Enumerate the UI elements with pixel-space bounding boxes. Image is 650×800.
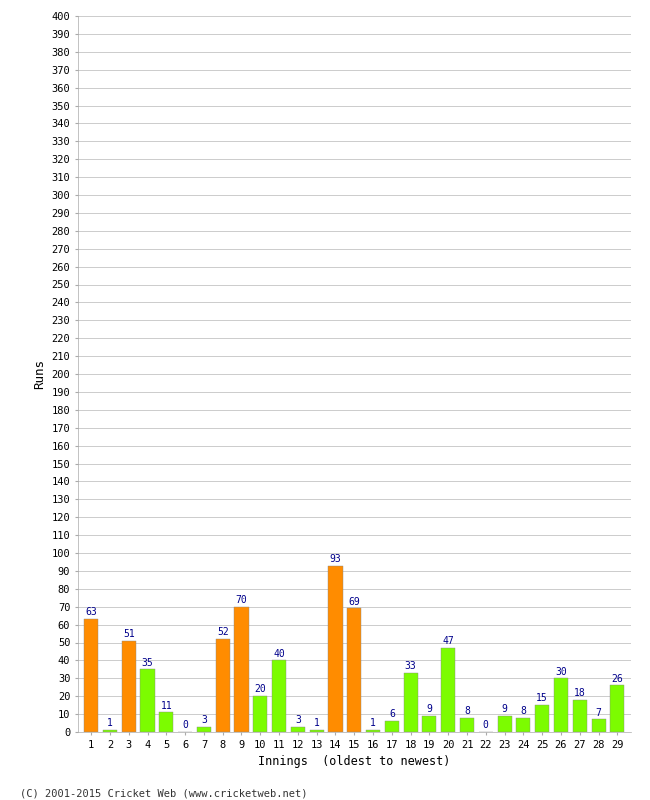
Text: 8: 8 bbox=[521, 706, 526, 716]
Text: 3: 3 bbox=[295, 715, 301, 725]
Y-axis label: Runs: Runs bbox=[33, 359, 46, 389]
Text: 8: 8 bbox=[464, 706, 470, 716]
Text: 0: 0 bbox=[182, 720, 188, 730]
Text: 26: 26 bbox=[612, 674, 623, 684]
Text: 3: 3 bbox=[201, 715, 207, 725]
Text: 93: 93 bbox=[330, 554, 341, 564]
Bar bbox=[441, 648, 455, 732]
Bar bbox=[159, 712, 174, 732]
Text: 51: 51 bbox=[123, 629, 135, 639]
Text: (C) 2001-2015 Cricket Web (www.cricketweb.net): (C) 2001-2015 Cricket Web (www.cricketwe… bbox=[20, 788, 307, 798]
Bar bbox=[460, 718, 474, 732]
Text: 70: 70 bbox=[235, 595, 248, 605]
Bar bbox=[385, 722, 399, 732]
Bar bbox=[140, 670, 155, 732]
Text: 35: 35 bbox=[142, 658, 153, 667]
Bar bbox=[254, 696, 267, 732]
Bar bbox=[610, 686, 625, 732]
Text: 33: 33 bbox=[405, 661, 417, 671]
Text: 18: 18 bbox=[574, 688, 586, 698]
Text: 1: 1 bbox=[314, 718, 320, 729]
Bar bbox=[554, 678, 568, 732]
Bar bbox=[422, 716, 436, 732]
Text: 15: 15 bbox=[536, 694, 548, 703]
Bar bbox=[291, 726, 305, 732]
Bar bbox=[197, 726, 211, 732]
Text: 69: 69 bbox=[348, 597, 360, 606]
Text: 7: 7 bbox=[595, 708, 601, 718]
Text: 20: 20 bbox=[254, 685, 266, 694]
Text: 52: 52 bbox=[217, 627, 229, 637]
Bar bbox=[328, 566, 343, 732]
Bar bbox=[535, 705, 549, 732]
Text: 9: 9 bbox=[426, 704, 432, 714]
Bar bbox=[592, 719, 606, 732]
Bar bbox=[103, 730, 117, 732]
Text: 40: 40 bbox=[273, 649, 285, 658]
Text: 0: 0 bbox=[483, 720, 489, 730]
Text: 30: 30 bbox=[555, 666, 567, 677]
Bar bbox=[84, 619, 98, 732]
Text: 9: 9 bbox=[502, 704, 508, 714]
Bar bbox=[216, 639, 229, 732]
Bar bbox=[272, 661, 286, 732]
Text: 1: 1 bbox=[107, 718, 113, 729]
Bar bbox=[497, 716, 512, 732]
Bar bbox=[122, 641, 136, 732]
Bar bbox=[366, 730, 380, 732]
Bar bbox=[347, 609, 361, 732]
Bar bbox=[516, 718, 530, 732]
Bar bbox=[235, 606, 248, 732]
Bar bbox=[573, 700, 587, 732]
X-axis label: Innings  (oldest to newest): Innings (oldest to newest) bbox=[258, 755, 450, 768]
Text: 6: 6 bbox=[389, 710, 395, 719]
Bar bbox=[404, 673, 418, 732]
Text: 47: 47 bbox=[443, 636, 454, 646]
Text: 63: 63 bbox=[85, 607, 97, 618]
Text: 11: 11 bbox=[161, 701, 172, 710]
Text: 1: 1 bbox=[370, 718, 376, 729]
Bar bbox=[309, 730, 324, 732]
